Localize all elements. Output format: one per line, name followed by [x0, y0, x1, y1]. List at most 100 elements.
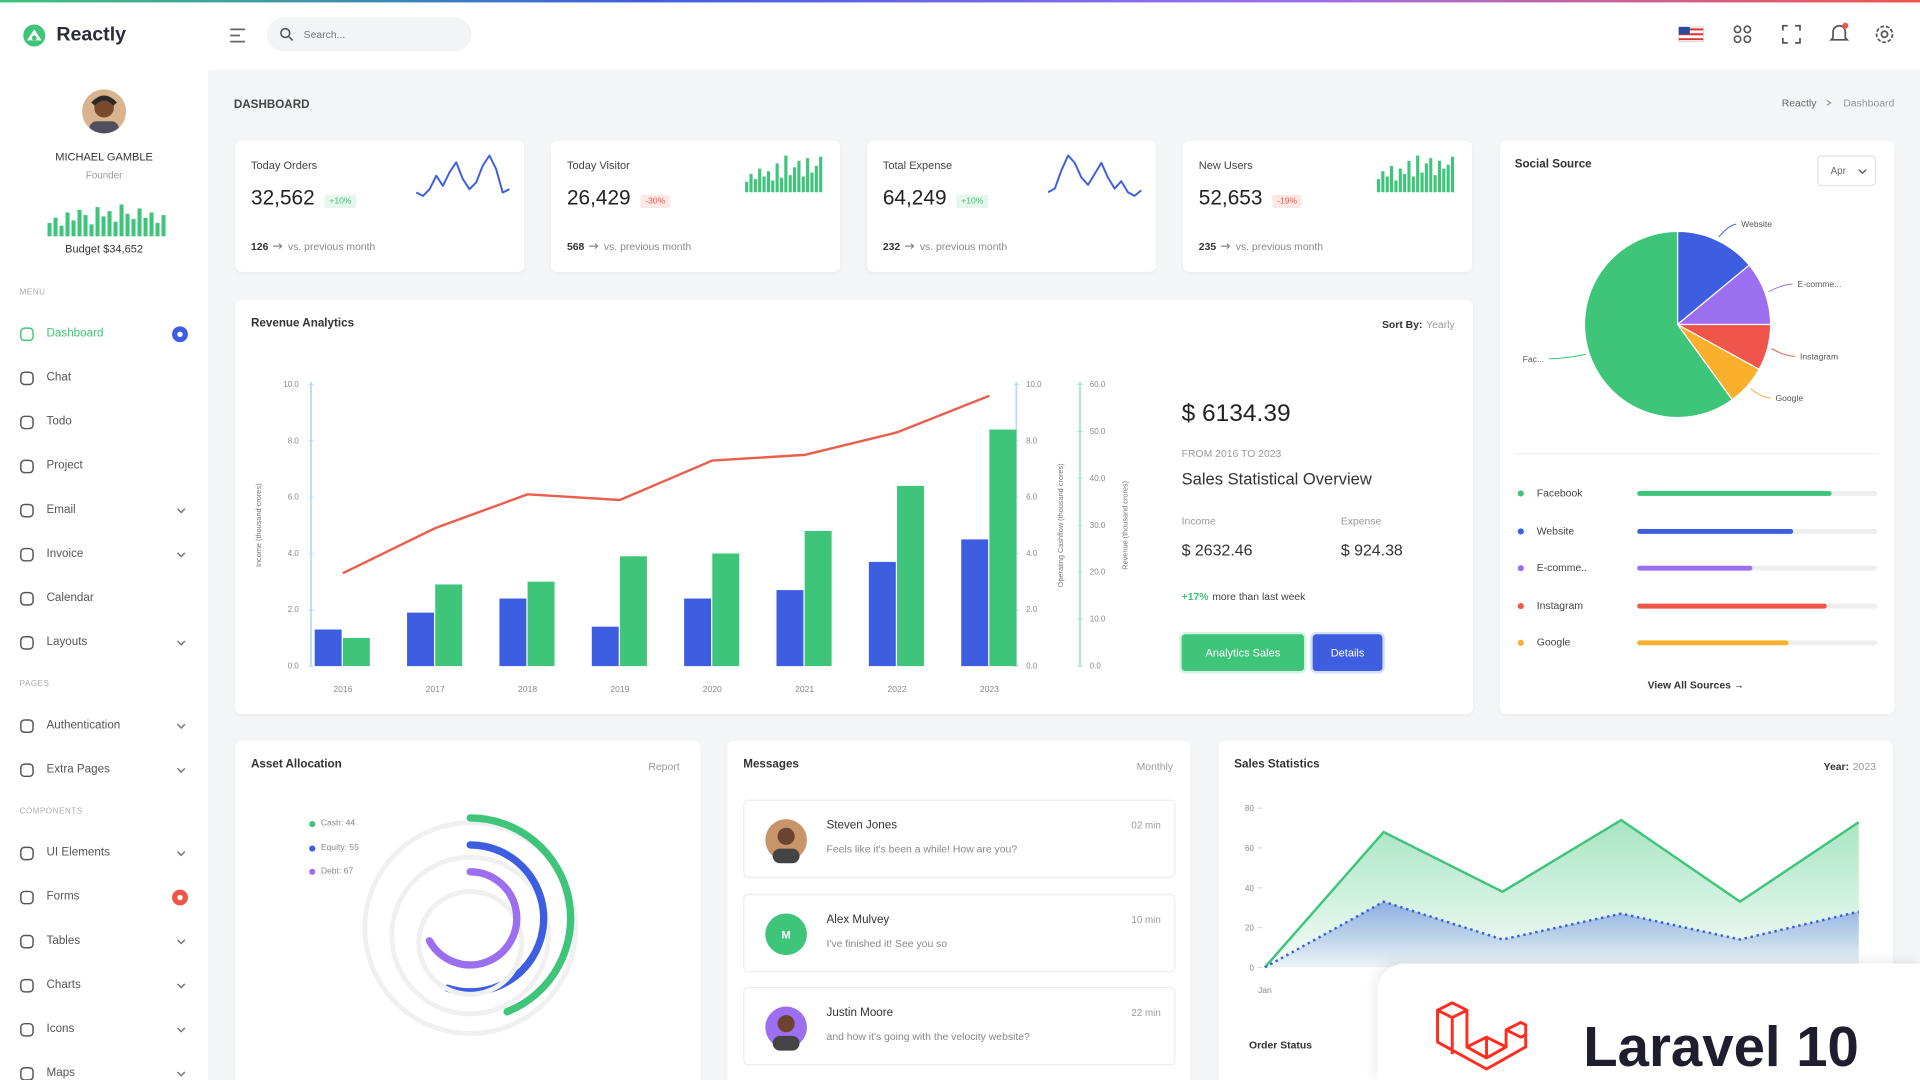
profile-role: Founder — [85, 169, 123, 181]
menu-item[interactable]: Extra Pages — [46, 762, 110, 777]
menu-item[interactable]: Invoice — [46, 547, 84, 561]
breadcrumb-item[interactable]: Reactly — [1781, 96, 1817, 109]
action-button[interactable]: Analytics Sales — [1181, 634, 1305, 672]
message-item[interactable]: Steven Jones Feels like it's been a while… — [743, 799, 1176, 878]
growth-value: +17% — [1181, 590, 1209, 603]
apps-icon[interactable] — [1731, 23, 1753, 45]
menu-icon — [20, 635, 34, 650]
y-tick-label: 0.0 — [1026, 662, 1038, 671]
pie-chart: Website E-comme... Instagram Google Fac... — [1523, 219, 1841, 419]
filter-value: 2023 — [1852, 760, 1876, 773]
notification-icon[interactable] — [1827, 21, 1851, 45]
menu-item[interactable]: Maps — [46, 1066, 75, 1080]
message-time: 10 min — [1131, 913, 1161, 925]
stat-count: 568 — [566, 240, 585, 253]
spark-bar — [814, 166, 818, 193]
growth-text: more than last week — [1212, 590, 1306, 603]
chevron — [177, 508, 186, 514]
x-tick-label: Jan — [1258, 985, 1272, 995]
language-flag[interactable] — [1678, 24, 1705, 44]
revenue-chart: 0.0 2.0 4.0 6.0 8.0 10.0 Income (thousand cror… — [254, 380, 1130, 694]
stat-value: 52,653 — [1198, 186, 1263, 210]
action-button[interactable]: Details — [1312, 634, 1383, 672]
breadcrumb-item[interactable]: Dashboard — [1843, 96, 1895, 109]
trend-icon — [1221, 243, 1231, 250]
menu-item[interactable]: Icons — [46, 1022, 75, 1036]
spark-bar — [771, 180, 775, 193]
chevron-shape — [177, 552, 186, 558]
search-box[interactable] — [266, 17, 472, 52]
revenue-card: Revenue Analytics Sort By: Yearly 0.0 2.0 4.0… — [235, 300, 1474, 714]
spark-bar — [1407, 160, 1411, 193]
menu-item[interactable]: Calendar — [46, 591, 94, 605]
stat-count: 232 — [882, 240, 901, 253]
source-progress — [1637, 528, 1878, 534]
menu-item[interactable]: Todo — [46, 414, 72, 429]
chevron-shape — [177, 508, 186, 514]
menu-icon — [20, 934, 34, 949]
y-tick-label: 50.0 — [1090, 427, 1106, 436]
spark-bar — [1394, 180, 1398, 193]
spark-bar — [801, 176, 805, 193]
chevron-shape — [177, 1071, 186, 1077]
menu-item[interactable]: Project — [46, 458, 83, 473]
y-tick-label: 10.0 — [1090, 615, 1106, 624]
filter-dropdown[interactable]: Apr — [1817, 155, 1876, 187]
filter-control[interactable]: Year: 2023 — [1824, 760, 1876, 772]
spark-line — [415, 154, 510, 197]
menu-item[interactable]: Authentication — [46, 718, 121, 732]
badge-dot — [177, 331, 183, 337]
budget-bar — [95, 207, 100, 237]
message-time: 22 min — [1131, 1007, 1161, 1019]
pie-label: Fac... — [1523, 354, 1544, 364]
source-progress — [1637, 565, 1878, 571]
brand[interactable]: Reactly — [56, 24, 127, 46]
menu-item[interactable]: UI Elements — [46, 845, 110, 860]
stat-value-row: 26,429 -30% — [567, 186, 671, 210]
filter-control[interactable]: Monthly — [1136, 760, 1174, 773]
legend-dot — [1517, 639, 1524, 646]
radial-track — [416, 888, 525, 997]
y-tick-label: 6.0 — [1026, 493, 1038, 502]
legend-dot — [1517, 602, 1524, 609]
sparkline — [1047, 154, 1142, 197]
spark-bar — [1420, 172, 1424, 193]
y-tick-label: 40.0 — [1090, 474, 1106, 483]
menu-icon — [20, 846, 34, 861]
menu-icon-shape — [20, 846, 34, 861]
menu-item[interactable]: Chat — [46, 370, 72, 385]
profile-name: MICHAEL GAMBLE — [55, 150, 153, 163]
menu-icon-shape — [20, 415, 34, 430]
menu-toggle[interactable] — [228, 26, 248, 46]
menu-item[interactable]: Email — [46, 502, 76, 517]
profile-budget: Budget $34,652 — [65, 242, 143, 255]
legend-dot — [1517, 490, 1524, 497]
menu-icon — [20, 415, 34, 430]
x-tick-label: 2018 — [518, 684, 537, 694]
fullscreen-icon[interactable] — [1780, 23, 1802, 45]
message-name: Alex Mulvey — [826, 912, 890, 927]
bar — [989, 429, 1017, 667]
card-title: Revenue Analytics — [251, 316, 355, 331]
menu-item[interactable]: Layouts — [46, 635, 88, 649]
message-item[interactable]: M Alex Mulvey I've finished it! See you so… — [743, 893, 1176, 972]
chevron — [177, 851, 186, 857]
sort-control[interactable]: Sort By: Yearly — [1382, 318, 1455, 330]
filter-control[interactable]: Report — [648, 760, 679, 772]
social-card: Social Source Apr Website E-comme... Instagr… — [1500, 140, 1895, 714]
menu-item[interactable]: Charts — [46, 978, 81, 992]
menu-icon-shape — [20, 763, 34, 778]
breadcrumb: Reactly Dashboard — [1782, 97, 1895, 109]
view-all-link[interactable]: View All Sources → — [1647, 678, 1745, 692]
spark-bar — [1450, 156, 1455, 193]
pie-label: Website — [1741, 219, 1772, 229]
menu-item[interactable]: Tables — [46, 934, 81, 948]
message-item[interactable]: Justin Moore and how it's going with the … — [743, 986, 1176, 1066]
source-progress — [1637, 603, 1878, 608]
menu-item[interactable]: Dashboard — [46, 326, 104, 341]
chevron — [1858, 169, 1867, 175]
menu-item[interactable]: Forms — [46, 889, 80, 904]
x-tick-label: 2019 — [610, 684, 629, 694]
source-progress — [1637, 640, 1878, 646]
settings-icon[interactable] — [1873, 23, 1895, 45]
